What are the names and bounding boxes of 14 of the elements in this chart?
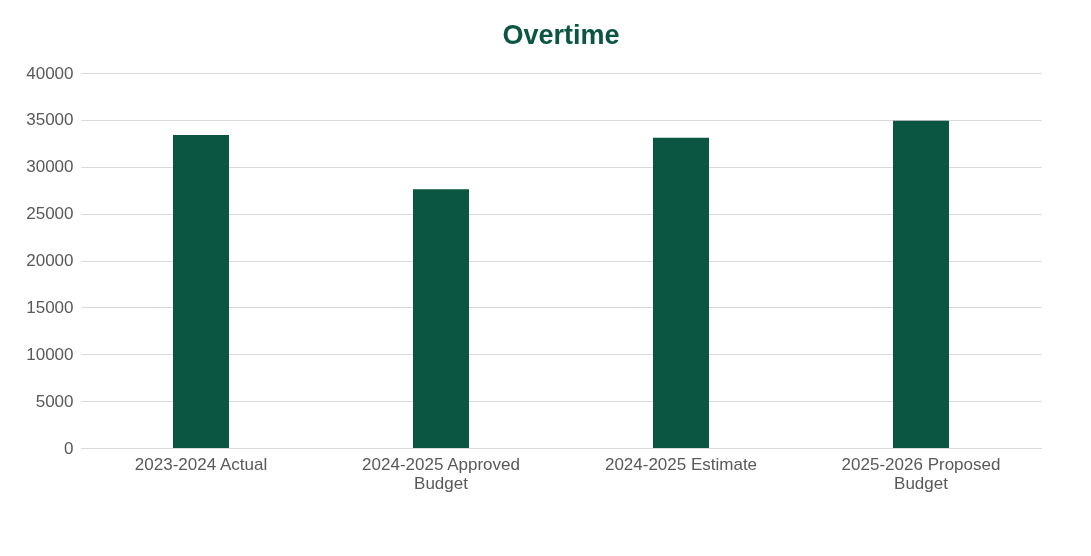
x-tick-label: 2025-2026 Proposed Budget xyxy=(841,454,1001,493)
y-tick-label: 15000 xyxy=(26,297,74,317)
y-tick-label: 5000 xyxy=(35,391,74,411)
y-tick-label: 10000 xyxy=(26,344,74,364)
y-tick-label: 35000 xyxy=(26,110,74,130)
y-tick-label: 25000 xyxy=(26,204,74,224)
x-tick-label: 2024-2025 Estimate xyxy=(604,454,758,474)
chart-title: Overtime xyxy=(502,20,620,50)
y-tick-label: 20000 xyxy=(26,251,74,270)
x-tick-label: 2023-2024 Actual xyxy=(134,454,268,474)
y-tick-label: 0 xyxy=(64,438,74,458)
y-tick-label: 30000 xyxy=(26,157,74,177)
y-tick-label: 40000 xyxy=(26,63,74,83)
x-tick-label: 2024-2025 Approved Budget xyxy=(362,454,520,493)
